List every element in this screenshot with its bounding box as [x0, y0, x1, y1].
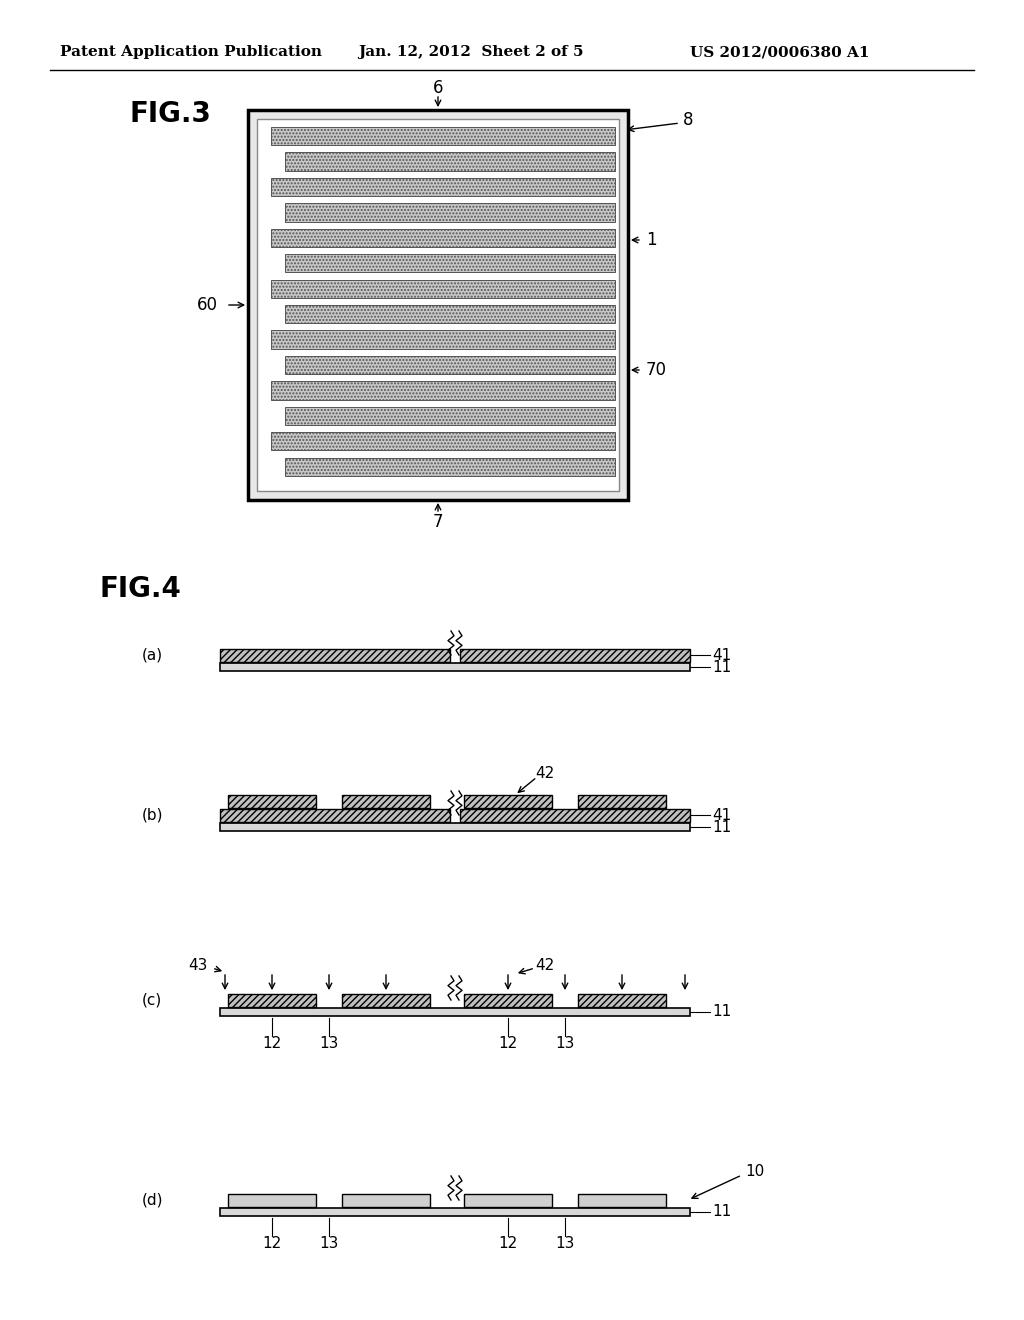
Bar — [271, 228, 615, 247]
Text: 7: 7 — [433, 513, 443, 531]
Bar — [342, 994, 430, 1007]
Bar — [460, 809, 690, 822]
Bar — [285, 356, 615, 374]
Text: FIG.4: FIG.4 — [100, 576, 182, 603]
Bar — [271, 280, 615, 298]
Text: 10: 10 — [745, 1164, 764, 1180]
Bar — [220, 822, 690, 832]
Text: (d): (d) — [142, 1192, 164, 1208]
Bar — [285, 203, 615, 222]
Bar — [285, 255, 615, 272]
Text: 12: 12 — [262, 1036, 282, 1052]
Bar — [271, 432, 615, 450]
Text: 13: 13 — [319, 1036, 339, 1052]
Bar — [257, 119, 618, 491]
Bar — [285, 305, 615, 323]
Bar — [578, 1195, 666, 1206]
Text: 11: 11 — [712, 820, 731, 834]
Text: 12: 12 — [499, 1237, 517, 1251]
Bar — [228, 994, 316, 1007]
Text: 43: 43 — [188, 958, 208, 974]
Bar — [464, 994, 552, 1007]
Text: (b): (b) — [142, 808, 164, 822]
Text: 70: 70 — [646, 360, 667, 379]
Bar — [342, 1195, 430, 1206]
Text: 6: 6 — [433, 79, 443, 96]
Bar — [271, 178, 615, 197]
Text: 11: 11 — [712, 1204, 731, 1220]
Bar — [578, 994, 666, 1007]
Text: (a): (a) — [142, 648, 163, 663]
Bar — [285, 458, 615, 477]
Bar — [228, 795, 316, 808]
Bar — [578, 795, 666, 808]
Text: 13: 13 — [555, 1237, 574, 1251]
Bar — [342, 795, 430, 808]
Text: 13: 13 — [319, 1237, 339, 1251]
Text: 12: 12 — [262, 1237, 282, 1251]
Bar — [271, 330, 615, 348]
Text: FIG.3: FIG.3 — [130, 100, 212, 128]
Text: 11: 11 — [712, 660, 731, 675]
Bar — [285, 152, 615, 170]
Text: 41: 41 — [712, 648, 731, 663]
Text: US 2012/0006380 A1: US 2012/0006380 A1 — [690, 45, 869, 59]
Text: 13: 13 — [555, 1036, 574, 1052]
Text: (c): (c) — [142, 993, 162, 1007]
Bar — [271, 381, 615, 400]
Text: 8: 8 — [683, 111, 693, 129]
Text: 12: 12 — [499, 1036, 517, 1052]
Bar — [228, 1195, 316, 1206]
Bar — [220, 1008, 690, 1016]
Bar — [220, 649, 450, 663]
Text: 60: 60 — [197, 296, 218, 314]
Bar — [220, 809, 450, 822]
Text: 42: 42 — [535, 766, 554, 780]
Text: 41: 41 — [712, 808, 731, 822]
Bar — [460, 649, 690, 663]
Text: Patent Application Publication: Patent Application Publication — [60, 45, 322, 59]
Text: Jan. 12, 2012  Sheet 2 of 5: Jan. 12, 2012 Sheet 2 of 5 — [358, 45, 584, 59]
Bar — [220, 663, 690, 671]
Bar — [220, 1208, 690, 1216]
Text: 1: 1 — [646, 231, 656, 249]
Bar — [464, 795, 552, 808]
Bar — [248, 110, 628, 500]
Text: 42: 42 — [535, 958, 554, 974]
Bar — [271, 127, 615, 145]
Text: 11: 11 — [712, 1005, 731, 1019]
Bar — [464, 1195, 552, 1206]
Bar — [285, 407, 615, 425]
